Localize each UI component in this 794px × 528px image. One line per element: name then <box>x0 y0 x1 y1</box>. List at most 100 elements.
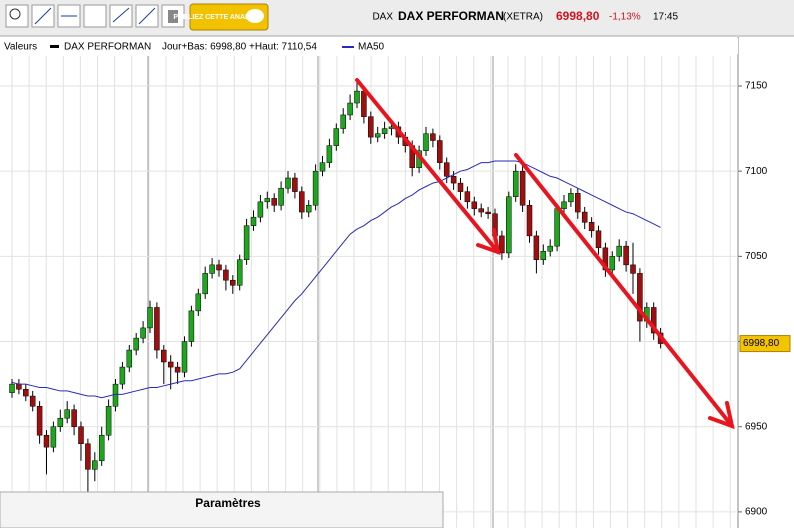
candle-body <box>457 182 464 192</box>
candle-body <box>209 264 215 274</box>
fib-tool[interactable] <box>83 4 107 28</box>
candle-body <box>50 426 57 448</box>
legend-bar <box>0 38 738 54</box>
candle-body <box>174 366 181 373</box>
candle-body <box>547 245 553 252</box>
y-tick-label: 7100 <box>745 166 768 177</box>
market: DAX <box>372 12 393 23</box>
candle-body <box>264 198 271 203</box>
candle-body <box>78 426 84 444</box>
candle-body <box>361 90 367 117</box>
candle-body <box>354 90 360 104</box>
tools[interactable] <box>5 3 269 31</box>
candle-body <box>126 349 133 368</box>
candle-body <box>471 201 478 209</box>
exchange: (XETRA) <box>503 12 543 23</box>
candle-body <box>568 193 574 203</box>
candle-body <box>167 361 174 368</box>
candle-body <box>64 409 70 419</box>
trend-arrows <box>355 78 735 430</box>
ma-line <box>11 160 661 399</box>
candle-body <box>181 341 188 373</box>
candle-body <box>533 235 540 261</box>
zoom-icon <box>9 8 21 20</box>
legend-range: Jour+Bas: 6998,80 +Haut: 7110,54 <box>162 42 317 53</box>
candle-body <box>292 177 298 192</box>
publish-label: PUBLIEZ CETTE ANALYSE <box>173 14 263 21</box>
candle-body <box>430 133 436 141</box>
candle-body <box>285 177 291 189</box>
candle-body <box>464 191 471 203</box>
candle-body <box>257 201 264 218</box>
candle-body <box>423 133 429 151</box>
candle-body <box>637 273 643 322</box>
candle-body <box>347 102 353 116</box>
candle-body <box>630 264 636 274</box>
candle-body <box>616 245 622 257</box>
candle-body <box>57 417 64 427</box>
candle-body <box>595 230 602 249</box>
params-panel[interactable] <box>0 491 444 528</box>
change: -1,13% <box>609 12 641 23</box>
arrow <box>355 78 500 254</box>
zoom-tool[interactable] <box>5 4 29 28</box>
candle-body <box>16 383 22 390</box>
candle-body <box>554 208 560 247</box>
candle-body <box>202 273 208 295</box>
candle-body <box>650 307 657 334</box>
last-price-label: 6998,80 <box>743 338 780 349</box>
candle-body <box>499 235 505 254</box>
candle-body <box>195 293 202 312</box>
y-tick-label: 6900 <box>745 507 768 518</box>
arrow <box>514 153 734 428</box>
candle-body <box>98 434 105 462</box>
candle-body <box>319 162 326 172</box>
candle-body <box>9 383 15 393</box>
line-icon <box>34 7 52 25</box>
time: 17:45 <box>653 12 678 23</box>
candle-body <box>575 193 581 213</box>
candle-body <box>506 196 512 254</box>
candle-body <box>154 307 160 351</box>
publish-button[interactable] <box>189 3 269 31</box>
candle-body <box>133 337 139 351</box>
candle-body <box>188 310 195 342</box>
candle-body <box>147 307 153 329</box>
price: 6998,80 <box>556 9 600 23</box>
last-price-box <box>739 335 791 353</box>
candle-body <box>312 170 319 206</box>
candle-body <box>223 269 229 281</box>
arrow-head <box>708 401 735 430</box>
candle-body <box>443 162 450 177</box>
legend-label: Valeurs <box>4 42 37 53</box>
candle-body <box>623 245 629 266</box>
candle-body <box>540 250 547 261</box>
speech-icon <box>246 9 264 23</box>
y-tick-label: 7150 <box>745 81 768 92</box>
candle-body <box>71 409 77 427</box>
candle-body <box>512 170 519 197</box>
candle-body <box>36 406 43 436</box>
candle-body <box>381 128 388 134</box>
candle-body <box>23 388 29 397</box>
candle-body <box>588 222 595 232</box>
params-label: Paramètres <box>195 496 261 510</box>
candle-body <box>161 349 167 363</box>
candle-body <box>243 225 250 261</box>
candle-body <box>340 114 346 129</box>
candle-body <box>333 128 340 146</box>
channel-icon <box>112 7 130 23</box>
candle-body <box>609 256 616 271</box>
candle-body <box>250 216 257 226</box>
y-tick-label: 6950 <box>745 421 768 432</box>
candle-body <box>519 170 526 206</box>
candle-body <box>368 116 374 138</box>
legend-swatch <box>50 45 59 48</box>
candle-body <box>140 327 146 339</box>
candle-body <box>326 145 333 163</box>
candle-body <box>305 204 312 213</box>
candle-body <box>561 201 567 209</box>
candle-body <box>216 264 222 271</box>
candle-body <box>299 191 305 213</box>
